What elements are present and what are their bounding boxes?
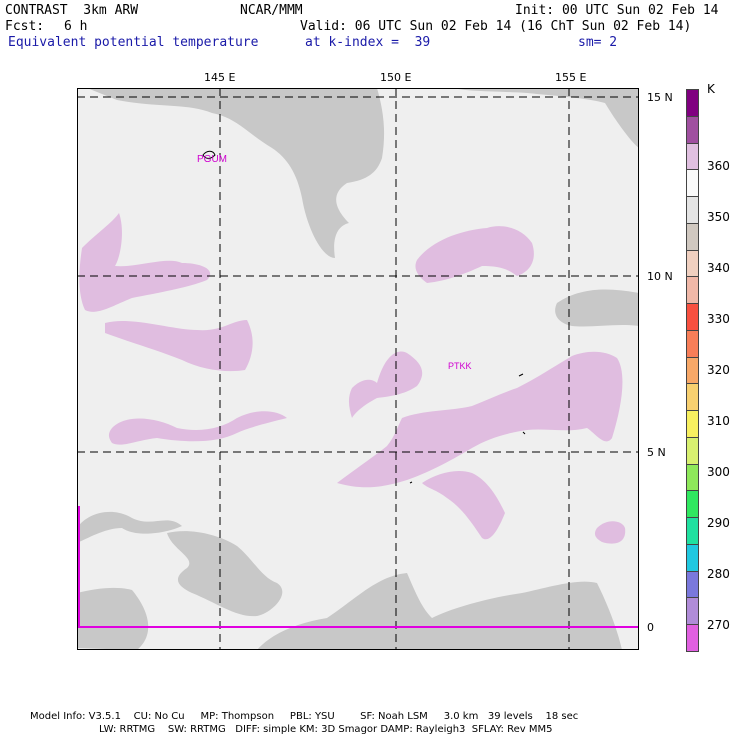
colorbar-box (686, 222, 699, 251)
field-name: Equivalent potential temperature (8, 35, 259, 50)
forecast-hour: 6 h (64, 19, 88, 34)
lat-tick-5n: 5 N (647, 446, 666, 459)
colorbar-box (686, 490, 699, 519)
colorbar-box (686, 410, 699, 438)
colorbar-box (686, 115, 699, 144)
colorbar-box (686, 463, 699, 492)
lat-lon-grid (77, 88, 639, 650)
init-time: Init: 00 UTC Sun 02 Feb 14 (515, 3, 719, 18)
colorbar-box (686, 570, 699, 599)
colorbar-box (686, 276, 699, 305)
colorbar-label: 300 (707, 465, 730, 479)
colorbar-label: 350 (707, 210, 730, 224)
colorbar-label: 310 (707, 414, 730, 428)
colorbar-box (686, 383, 699, 412)
colorbar-box (686, 249, 699, 278)
lat-tick-15n: 15 N (647, 91, 673, 104)
map-frame (77, 88, 639, 650)
colorbar-box (686, 356, 699, 385)
colorbar-box (686, 597, 699, 626)
lat-tick-10n: 10 N (647, 270, 673, 283)
colorbar-label: 330 (707, 312, 730, 326)
colorbar-box (686, 624, 699, 652)
colorbar-box (686, 329, 699, 358)
theta-e-360-region (79, 213, 626, 544)
lon-tick-150: 150 E (380, 71, 412, 84)
colorbar-box (686, 196, 699, 224)
colorbar-box (686, 436, 699, 465)
forecast-label: Fcst: (5, 19, 45, 34)
colorbar-unit: K (707, 82, 715, 96)
island-outlines (202, 96, 526, 484)
colorbar-box (686, 543, 699, 572)
station-pgum: PGUM (197, 154, 227, 165)
valid-time: Valid: 06 UTC Sun 02 Feb 14 (16 ChT Sun … (300, 19, 692, 34)
model-info-line1: Model Info: V3.5.1 CU: No Cu MP: Thompso… (30, 711, 579, 722)
center-title: NCAR/MMM (240, 3, 303, 18)
colorbar-box (686, 89, 699, 117)
domain-boundary (78, 506, 639, 628)
colorbar-box (686, 303, 699, 331)
colorbar-label: 280 (707, 567, 730, 581)
colorbar-label: 320 (707, 363, 730, 377)
colorbar-box (686, 142, 699, 171)
colorbar-box (686, 517, 699, 545)
colorbar-box (686, 169, 699, 198)
map-background (77, 88, 639, 650)
colorbar-label: 360 (707, 159, 730, 173)
map-panel: PGUM PTKK (77, 88, 639, 650)
colorbar-label: 290 (707, 516, 730, 530)
model-title: CONTRAST 3km ARW (5, 3, 139, 18)
lon-tick-145: 145 E (204, 71, 236, 84)
theta-e-350-region (77, 88, 639, 650)
level-info: at k-index = 39 (305, 35, 431, 50)
station-ptkk: PTKK (448, 361, 472, 371)
lat-tick-0: 0 (647, 621, 654, 634)
colorbar-label: 270 (707, 618, 730, 632)
smoothing-info: sm= 2 (578, 35, 618, 50)
model-info-line2: LW: RRTMG SW: RRTMG DIFF: simple KM: 3D … (99, 724, 553, 735)
lon-tick-155: 155 E (555, 71, 587, 84)
colorbar-label: 340 (707, 261, 730, 275)
